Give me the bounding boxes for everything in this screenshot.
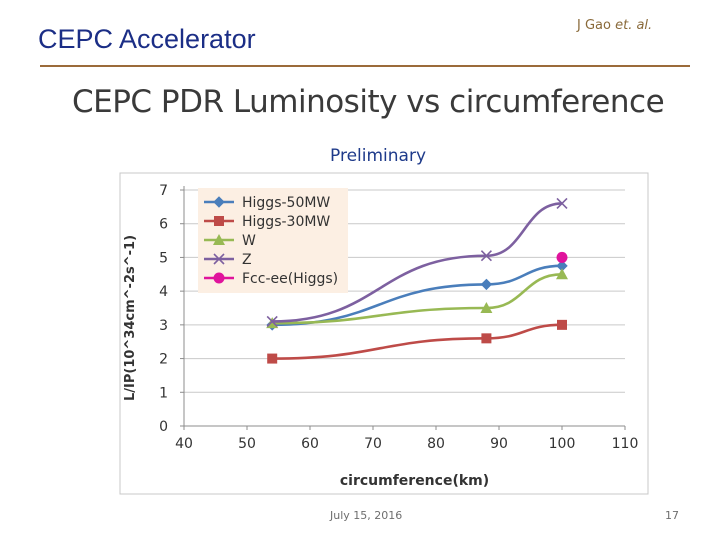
legend-label-z: Z [242,252,252,268]
x-tick-label: 80 [427,436,445,452]
legend-marker-w [213,234,225,245]
data-point-higgs-30mw [267,353,278,364]
data-point-higgs-30mw [557,319,567,330]
series-line-z [272,202,563,323]
y-tick-label: 4 [159,284,168,300]
author-name: J Gao [577,18,611,33]
author-suffix: et. al. [615,18,653,33]
data-point-z [480,250,492,262]
legend-label-higgs-50mw: Higgs-50MW [242,195,330,211]
x-tick-label: 90 [490,436,508,452]
legend-label-w: W [242,233,256,249]
author-credit: J Gao et. al. [577,18,652,33]
legend-marker-fcc-ee-higgs [213,272,225,284]
header-title: CEPC Accelerator [38,24,256,54]
y-tick-label: 5 [159,250,168,266]
preliminary-label: Preliminary [330,146,426,166]
y-tick-label: 1 [159,385,168,401]
legend-marker-higgs-30mw [214,216,224,226]
x-tick-label: 110 [612,436,639,452]
series-line-higgs-30mw [272,323,563,360]
x-tick-label: 60 [301,436,319,452]
luminosity-chart: 40 50 60 70 80 90 100 110 0 1 2 3 4 5 6 7 circumference(… [119,172,649,495]
legend-marker-z [213,253,225,265]
x-tick-label: 50 [238,436,256,452]
header-divider [40,65,690,67]
footer-date: July 15, 2016 [330,509,403,522]
y-tick-label: 7 [159,183,168,199]
y-tick-label: 0 [159,419,168,435]
data-point-z [266,315,278,328]
y-tick-label: 6 [159,217,168,233]
data-point-higgs-30mw [481,333,492,344]
legend-marker-higgs-50mw [213,196,225,208]
x-tick-label: 40 [175,436,193,452]
x-axis-title: circumference(km) [340,473,489,489]
data-point-higgs-50mw [480,278,493,291]
data-point-z [556,197,568,210]
x-tick-label: 70 [364,436,382,452]
y-tick-label: 3 [159,318,168,334]
series-line-w [272,272,563,325]
data-point-w [556,268,568,280]
y-axis-title: L/IP(10^34cm^-2s^-1) [123,235,138,401]
slide-title: CEPC PDR Luminosity vs circumference [72,84,665,120]
series-line-higgs-50mw [272,264,563,327]
legend-label-higgs-30mw: Higgs-30MW [242,214,330,230]
data-point-fcc-ee-higgs [556,251,568,263]
legend-label-fcc-ee-higgs: Fcc-ee(Higgs) [242,271,338,287]
x-tick-label: 100 [549,436,576,452]
y-tick-label: 2 [159,352,168,368]
data-point-w [480,302,493,313]
page-number: 17 [665,509,679,522]
